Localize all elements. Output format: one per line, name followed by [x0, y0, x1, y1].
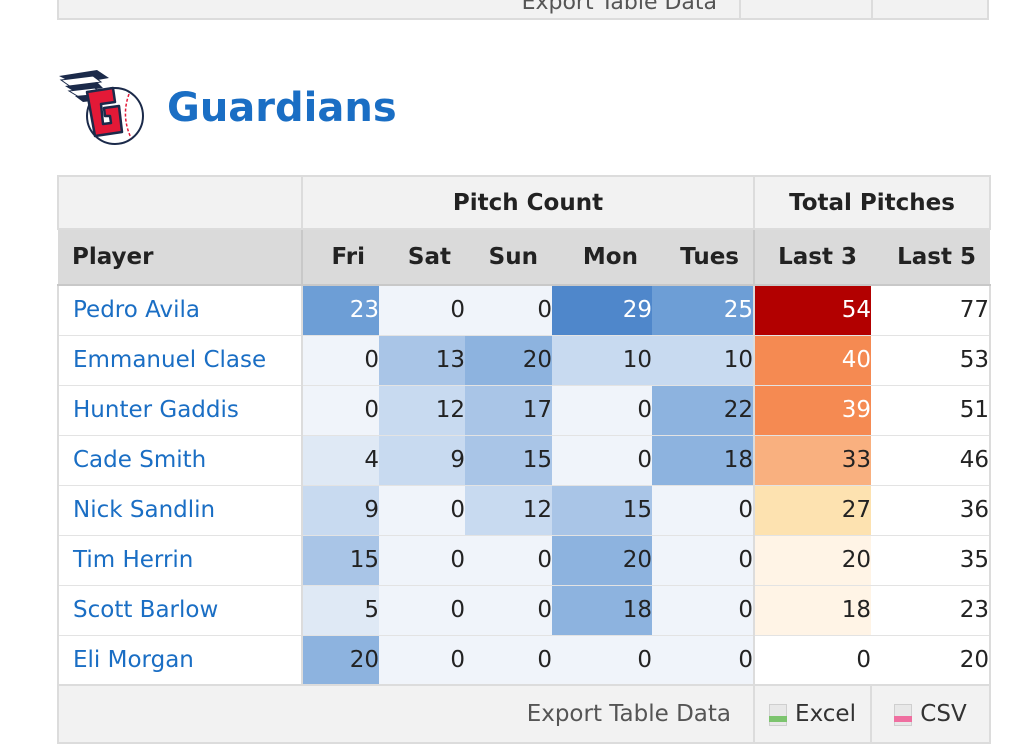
cell-mon: 15	[552, 485, 652, 536]
cell-last3: 54	[753, 285, 871, 336]
cell-mon: 18	[552, 585, 652, 636]
group-header-total-pitches: Total Pitches	[753, 175, 991, 230]
cell-sat: 0	[379, 485, 465, 536]
player-link[interactable]: Cade Smith	[57, 435, 302, 486]
cell-tues: 0	[652, 585, 754, 636]
previous-table-footer: Export Table Data	[57, 0, 989, 20]
cell-sat: 0	[379, 635, 465, 686]
table-row: Hunter Gaddis 0 12 17 0 22 39 51	[57, 385, 991, 436]
cell-last5: 36	[871, 485, 991, 536]
cell-fri: 0	[301, 385, 379, 436]
table-row: Cade Smith 4 9 15 0 18 33 46	[57, 435, 991, 486]
cell-sun: 0	[465, 535, 552, 586]
cell-last3: 39	[753, 385, 871, 436]
cell-last3: 40	[753, 335, 871, 386]
cell-sat: 13	[379, 335, 465, 386]
column-header-last5[interactable]: Last 5	[871, 229, 990, 286]
cell-tues: 18	[652, 435, 754, 486]
table-row: Nick Sandlin 9 0 12 15 0 27 36	[57, 485, 991, 536]
cell-last5: 51	[871, 385, 991, 436]
cell-tues: 22	[652, 385, 754, 436]
player-link[interactable]: Eli Morgan	[57, 635, 302, 686]
column-header-sat[interactable]: Sat	[379, 229, 465, 286]
cell-sun: 17	[465, 385, 552, 436]
cell-mon: 10	[552, 335, 652, 386]
cell-fri: 4	[301, 435, 379, 486]
csv-label: CSV	[920, 701, 967, 727]
table-row: Tim Herrin 15 0 0 20 0 20 35	[57, 535, 991, 586]
cell-last3: 27	[753, 485, 871, 536]
csv-file-icon	[894, 703, 913, 726]
column-header-fri[interactable]: Fri	[301, 229, 379, 286]
group-header-empty	[57, 175, 303, 230]
cell-fri: 23	[301, 285, 379, 336]
cell-last3: 33	[753, 435, 871, 486]
column-header-tues[interactable]: Tues	[652, 229, 754, 286]
cell-tues: 10	[652, 335, 754, 386]
player-link[interactable]: Tim Herrin	[57, 535, 302, 586]
column-header-mon[interactable]: Mon	[552, 229, 652, 286]
cell-fri: 9	[301, 485, 379, 536]
cell-last5: 20	[871, 635, 991, 686]
cell-tues: 0	[652, 485, 754, 536]
player-link[interactable]: Pedro Avila	[57, 285, 302, 336]
cell-sun: 12	[465, 485, 552, 536]
cell-sun: 0	[465, 285, 552, 336]
cell-last3: 0	[753, 635, 871, 686]
cell-last5: 23	[871, 585, 991, 636]
cell-mon: 0	[552, 635, 652, 686]
cell-last5: 77	[871, 285, 991, 336]
previous-export-label: Export Table Data	[521, 0, 717, 15]
table-row: Scott Barlow 5 0 0 18 0 18 23	[57, 585, 991, 636]
player-link[interactable]: Emmanuel Clase	[57, 335, 302, 386]
previous-excel-button[interactable]	[739, 0, 741, 18]
cell-last5: 46	[871, 435, 991, 486]
cell-mon: 0	[552, 385, 652, 436]
table-row: Emmanuel Clase 0 13 20 10 10 40 53	[57, 335, 991, 386]
cell-sat: 0	[379, 285, 465, 336]
cell-fri: 5	[301, 585, 379, 636]
group-header-pitch-count: Pitch Count	[301, 175, 755, 230]
cell-mon: 20	[552, 535, 652, 586]
excel-label: Excel	[795, 701, 856, 727]
cell-sat: 12	[379, 385, 465, 436]
column-header-sun[interactable]: Sun	[465, 229, 552, 286]
column-header-last3[interactable]: Last 3	[753, 229, 871, 286]
cell-sat: 0	[379, 585, 465, 636]
previous-csv-button[interactable]	[871, 0, 873, 18]
player-link[interactable]: Scott Barlow	[57, 585, 302, 636]
column-header-player[interactable]: Player	[58, 229, 302, 286]
cell-sun: 15	[465, 435, 552, 486]
cell-last3: 20	[753, 535, 871, 586]
excel-file-icon	[769, 703, 788, 726]
cell-fri: 0	[301, 335, 379, 386]
export-table-data-label: Export Table Data	[57, 684, 755, 744]
team-header: Guardians	[57, 68, 397, 148]
cell-tues: 25	[652, 285, 754, 336]
cell-sun: 20	[465, 335, 552, 386]
cell-tues: 0	[652, 635, 754, 686]
pitch-count-table: Pitch Count Total Pitches Player Fri Sat…	[57, 175, 991, 744]
cell-mon: 0	[552, 435, 652, 486]
table-row: Eli Morgan 20 0 0 0 0 0 20	[57, 635, 991, 686]
player-link[interactable]: Nick Sandlin	[57, 485, 302, 536]
cell-tues: 0	[652, 535, 754, 586]
cell-fri: 20	[301, 635, 379, 686]
export-csv-button[interactable]: CSV	[870, 684, 991, 744]
export-excel-button[interactable]: Excel	[753, 684, 872, 744]
cell-sun: 0	[465, 585, 552, 636]
cell-last5: 53	[871, 335, 991, 386]
cell-sat: 0	[379, 535, 465, 586]
cell-fri: 15	[301, 535, 379, 586]
table-row: Pedro Avila 23 0 0 29 25 54 77	[57, 285, 991, 336]
cell-last3: 18	[753, 585, 871, 636]
player-link[interactable]: Hunter Gaddis	[57, 385, 302, 436]
guardians-logo-icon	[59, 70, 144, 145]
cell-sun: 0	[465, 635, 552, 686]
team-name: Guardians	[167, 85, 397, 131]
cell-sat: 9	[379, 435, 465, 486]
cell-last5: 35	[871, 535, 991, 586]
cell-mon: 29	[552, 285, 652, 336]
